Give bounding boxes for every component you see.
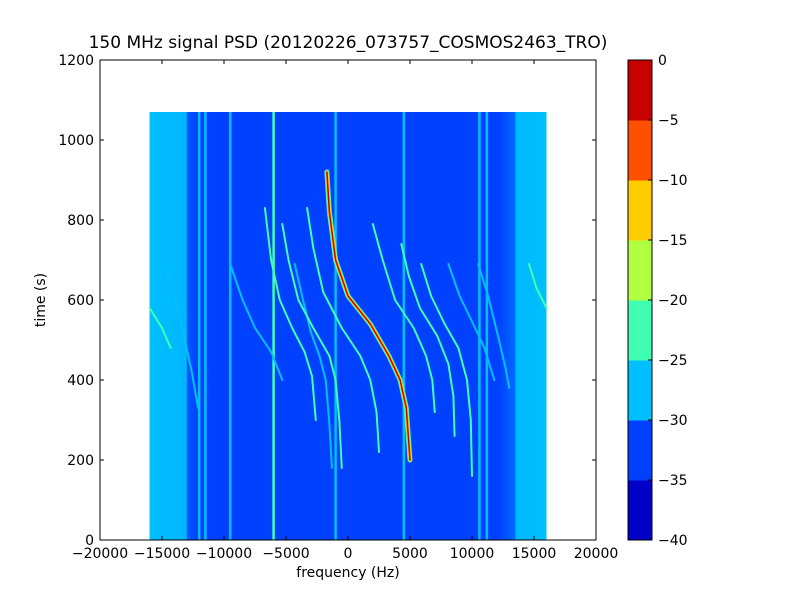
colorbar-tick-label-7: −5	[658, 113, 679, 129]
signal-curve-8	[371, 223, 436, 413]
colorbar-tick-label-6: −10	[658, 173, 688, 189]
y-axis-label: time (s)	[33, 273, 49, 327]
y-tick-label-6: 1200	[58, 53, 94, 69]
y-tick-label-2: 400	[67, 373, 94, 389]
colorbar-swatch-1	[628, 420, 652, 481]
colorbar-swatch-6	[628, 120, 652, 181]
signal-curve-7	[326, 171, 411, 461]
colorbar-swatch-7	[628, 60, 652, 121]
y-tick-label-4: 800	[67, 213, 94, 229]
colorbar-ticks: −40 −35 −30 −25 −20 −15 −10 −5 0	[648, 53, 688, 549]
colorbar-tick-label-3: −25	[658, 353, 688, 369]
signal-curve-13	[528, 263, 548, 309]
y-axis-ticks: 0 200 400 600 800 1000 1200	[58, 53, 596, 549]
colorbar-tick-label-4: −20	[658, 293, 688, 309]
signal-curve-1	[163, 263, 199, 409]
signal-curve-4	[293, 263, 333, 469]
colorbar-swatch-5	[628, 180, 652, 241]
colorbar-tick-label-0: −40	[658, 533, 688, 549]
signal-curve-3	[263, 207, 317, 421]
x-tick-label-0: −20000	[72, 546, 128, 562]
colorbar-tick-label-2: −30	[658, 413, 688, 429]
signal-curve-11	[447, 263, 496, 381]
x-tick-label-6: 10000	[450, 546, 495, 562]
colorbar-swatch-0	[628, 480, 652, 541]
chart-title: 150 MHz signal PSD (20120226_073757_COSM…	[89, 33, 608, 53]
colorbar-swatches	[628, 60, 652, 541]
colorbar-tick-label-1: −35	[658, 473, 688, 489]
y-tick-label-3: 600	[67, 293, 94, 309]
y-tick-label-5: 1000	[58, 133, 94, 149]
signal-curve-12	[477, 263, 511, 389]
x-axis-label: frequency (Hz)	[296, 565, 399, 581]
colorbar: −40 −35 −30 −25 −20 −15 −10 −5 0	[627, 53, 688, 549]
x-tick-label-1: −15000	[134, 546, 190, 562]
x-tick-label-2: −10000	[196, 546, 252, 562]
colorbar-swatch-3	[628, 300, 652, 361]
signal-curve-0	[148, 307, 172, 349]
signal-curve-10	[420, 263, 473, 477]
x-tick-label-8: 20000	[574, 546, 619, 562]
x-tick-label-3: −5000	[262, 546, 309, 562]
signal-curve-2	[229, 263, 284, 381]
colorbar-tick-label-5: −15	[658, 233, 688, 249]
colorbar-tick-label-8: 0	[658, 53, 667, 69]
x-axis-ticks: −20000 −15000 −10000 −5000 0 5000 10000 15000 20…	[72, 60, 618, 562]
colorbar-swatch-2	[628, 360, 652, 421]
heatmap-right-band	[515, 112, 547, 540]
heatmap-left-band	[149, 112, 187, 540]
plot-area: −20000 −15000 −10000 −5000 0 5000 10000 15000 20…	[58, 53, 618, 562]
x-tick-label-7: 15000	[512, 546, 557, 562]
heatmap-layer	[148, 112, 548, 540]
x-tick-label-4: 0	[344, 546, 353, 562]
signal-curve-6	[306, 207, 380, 453]
x-tick-label-5: 5000	[392, 546, 428, 562]
signal-curve-5	[281, 223, 343, 469]
y-tick-label-1: 200	[67, 453, 94, 469]
y-tick-label-0: 0	[85, 533, 94, 549]
colorbar-swatch-4	[628, 240, 652, 301]
signal-curve-9	[400, 243, 456, 437]
